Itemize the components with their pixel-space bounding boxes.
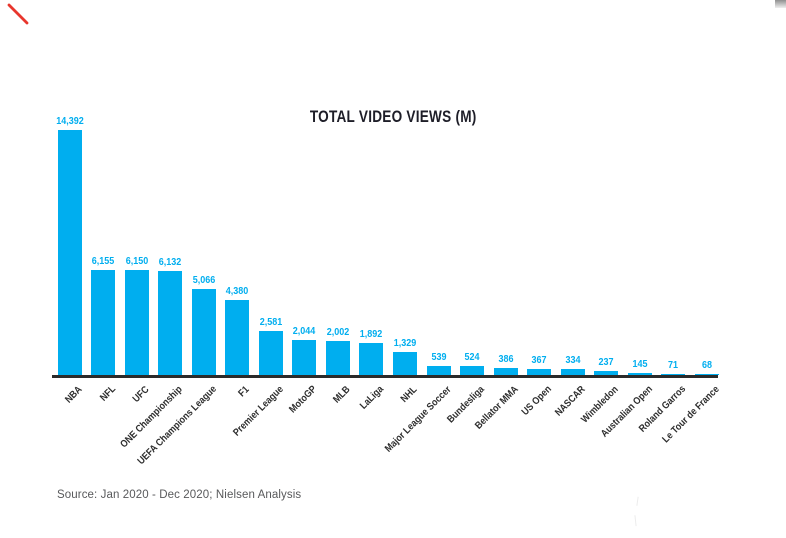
bar	[393, 352, 417, 375]
bar-value-label: 237	[598, 357, 614, 368]
bar-category-label-text: MotoGP	[287, 384, 320, 416]
bar-value-label: 14,392	[55, 116, 84, 127]
bar-category-label-text: NFL	[97, 384, 118, 404]
bar-value-label: 6,150	[125, 256, 148, 267]
bar-value-label: 6,132	[158, 257, 182, 268]
red-pen-mark-icon	[7, 3, 29, 25]
bar	[325, 341, 350, 375]
bar-value-label: 524	[464, 352, 480, 363]
bar-value-label: 539	[431, 352, 447, 363]
source-note: Source: Jan 2020 - Dec 2020; Nielsen Ana…	[57, 489, 302, 501]
bar-value-label: 71	[668, 360, 679, 371]
scrollbar-fragment[interactable]	[775, 0, 786, 8]
bar	[594, 371, 619, 375]
bar-value-label: 4,380	[225, 286, 249, 297]
bar	[191, 289, 216, 375]
bar-value-label: 367	[531, 355, 547, 366]
bar-value-label: 2,581	[259, 317, 283, 328]
bar-value-label: 6,155	[91, 256, 115, 267]
bar-category-label-text: ONE Championship	[118, 384, 185, 451]
chart-title-text: TOTAL VIDEO VIEWS (M)	[309, 107, 477, 126]
bar	[426, 366, 451, 375]
bar-value-label: 145	[632, 359, 648, 370]
bar	[158, 271, 183, 375]
bar	[694, 374, 719, 375]
bar	[292, 340, 317, 375]
bar-category-label-text: MLB	[331, 384, 353, 406]
bar	[493, 368, 518, 375]
bar	[460, 366, 485, 375]
bar-value-label: 5,066	[192, 275, 215, 286]
bar-value-label: 68	[701, 360, 712, 371]
bar-category-label-text: NHL	[399, 384, 420, 405]
bar-value-label: 386	[498, 354, 514, 365]
bar-value-label: 1,329	[393, 338, 417, 349]
bar-value-label: 334	[565, 355, 581, 366]
bar-category-label-text: LaLiga	[358, 384, 387, 412]
bar-category-label-text: NBA	[63, 384, 85, 406]
bar	[57, 130, 82, 375]
chart-title: TOTAL VIDEO VIEWS (M)	[0, 107, 786, 127]
bar	[661, 374, 686, 375]
bar-value-label: 2,044	[293, 326, 316, 337]
bar	[225, 300, 250, 375]
bar-value-label: 1,892	[360, 329, 383, 340]
bar-category-label-text: US Open	[519, 384, 554, 419]
bar-category-label-text: F1	[236, 384, 253, 400]
bar-value-label: 2,002	[326, 327, 350, 338]
bar	[124, 270, 149, 375]
bar	[359, 343, 384, 375]
bar	[91, 270, 116, 375]
bar	[627, 373, 652, 375]
bar	[560, 369, 585, 375]
bar	[258, 331, 283, 375]
bar	[527, 369, 552, 375]
x-axis-line	[52, 375, 718, 378]
bar-category-label-text: UFC	[130, 384, 152, 405]
